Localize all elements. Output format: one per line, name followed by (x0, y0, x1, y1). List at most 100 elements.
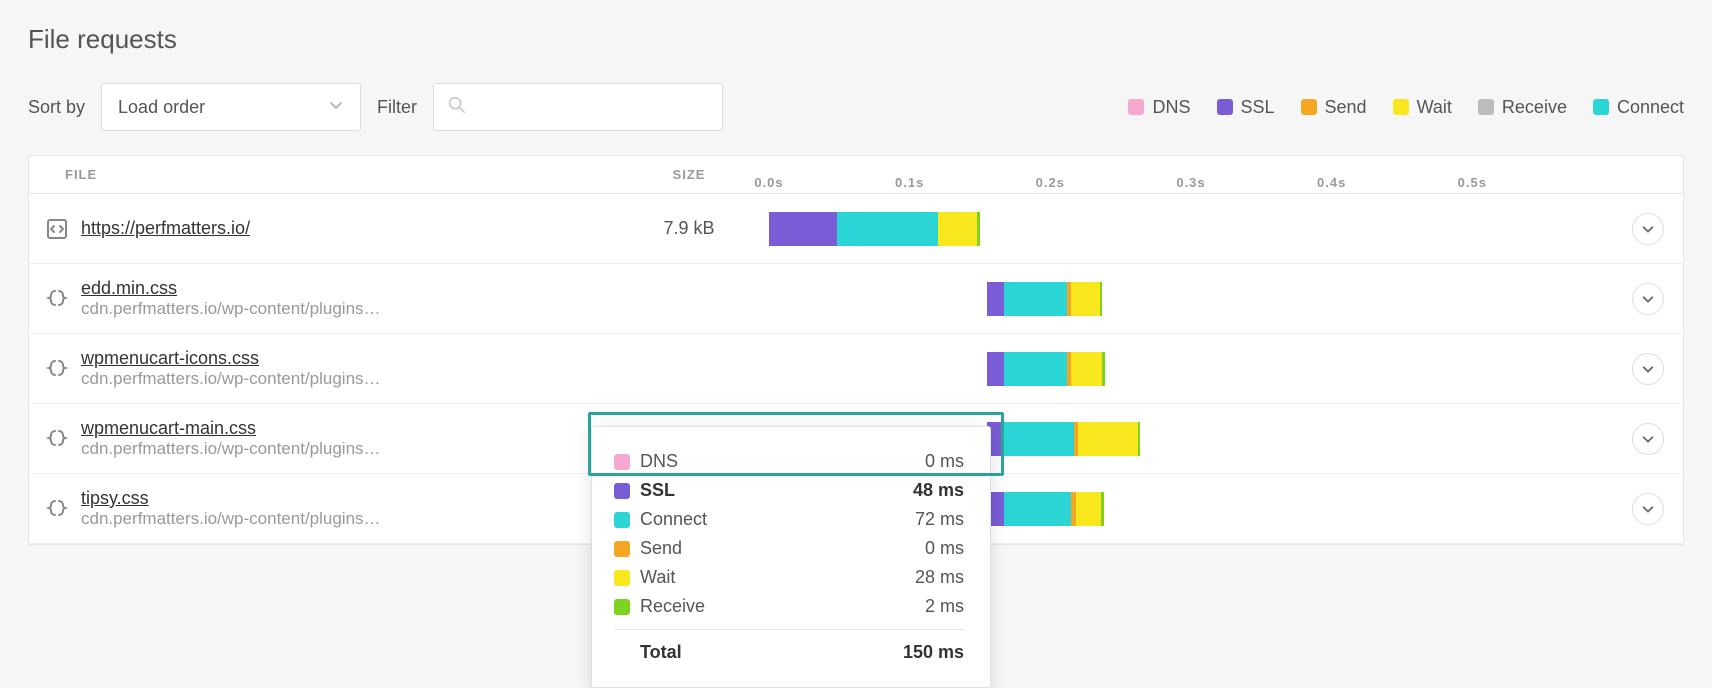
legend-label: DNS (1152, 97, 1190, 118)
tooltip-total-label: Total (640, 642, 682, 663)
column-header-size[interactable]: SIZE (609, 167, 769, 182)
expand-row-button[interactable] (1632, 493, 1664, 525)
legend-label: Receive (1502, 97, 1567, 118)
file-size: 7.9 kB (609, 218, 769, 239)
bar-segment-connect (1004, 422, 1074, 456)
legend-item-ssl[interactable]: SSL (1217, 97, 1275, 118)
bar-segment-connect (837, 212, 938, 246)
bar-segment-connect (1004, 282, 1067, 316)
bar-segment-receive_green (1101, 492, 1104, 526)
legend-label: SSL (1241, 97, 1275, 118)
table-row: edd.min.css cdn.perfmatters.io/wp-conten… (29, 264, 1683, 334)
swatch-connect (1593, 99, 1609, 115)
expand-row-button[interactable] (1632, 353, 1664, 385)
table-header: FILE SIZE 0.0s 0.1s 0.2s 0.3s 0.4s 0.5s (29, 156, 1683, 194)
bar-segment-wait (1071, 352, 1102, 386)
legend-item-connect[interactable]: Connect (1593, 97, 1684, 118)
swatch-connect (614, 512, 630, 528)
tooltip-total-row: Total 150 ms (614, 638, 964, 667)
file-name-link[interactable]: https://perfmatters.io/ (81, 218, 250, 239)
timeline-tick: 0.1s (895, 175, 924, 190)
bar-segment-receive_green (977, 212, 980, 246)
timeline-tick: 0.5s (1458, 175, 1487, 190)
column-header-file[interactable]: FILE (29, 167, 609, 182)
bar-segment-ssl (987, 282, 1004, 316)
swatch-send (1301, 99, 1317, 115)
tooltip-row-label: SSL (640, 480, 675, 501)
timeline-cell (769, 334, 1613, 403)
timing-bar[interactable] (987, 352, 1105, 386)
tooltip-row-connect: Connect 72 ms (614, 505, 964, 534)
requests-table: FILE SIZE 0.0s 0.1s 0.2s 0.3s 0.4s 0.5s https… (28, 155, 1684, 545)
tooltip-row-value: 28 ms (915, 567, 964, 588)
timeline-tick: 0.4s (1317, 175, 1346, 190)
filter-label: Filter (377, 97, 417, 118)
legend-label: Send (1325, 97, 1367, 118)
chevron-down-icon (328, 97, 344, 118)
timing-bar[interactable] (987, 422, 1140, 456)
bar-segment-wait (1071, 282, 1099, 316)
timing-legend: DNS SSL Send Wait Receive Connect (1128, 97, 1684, 118)
tooltip-row-value: 72 ms (915, 509, 964, 530)
swatch-wait (1393, 99, 1409, 115)
search-icon (446, 94, 468, 121)
file-path: cdn.perfmatters.io/wp-content/plugins… (81, 369, 381, 389)
legend-item-send[interactable]: Send (1301, 97, 1367, 118)
file-name-link[interactable]: wpmenucart-main.css (81, 418, 381, 439)
file-path: cdn.perfmatters.io/wp-content/plugins… (81, 439, 381, 459)
timeline-cell (769, 194, 1613, 263)
swatch-send (614, 541, 630, 557)
expand-row-button[interactable] (1632, 283, 1664, 315)
bar-segment-receive_green (1138, 422, 1141, 456)
controls-bar: Sort by Load order Filter DNS SSL Send Wait… (28, 83, 1684, 131)
page-title: File requests (28, 24, 1684, 55)
file-name-link[interactable]: wpmenucart-icons.css (81, 348, 381, 369)
sort-label: Sort by (28, 97, 85, 118)
timing-bar[interactable] (987, 492, 1104, 526)
bar-segment-wait (1076, 492, 1101, 526)
bar-segment-receive_green (1100, 282, 1103, 316)
timeline-tick: 0.0s (754, 175, 783, 190)
css-file-icon (45, 497, 69, 521)
filter-input[interactable] (476, 97, 710, 118)
bar-segment-receive_green (1102, 352, 1105, 386)
css-file-icon (45, 357, 69, 381)
tooltip-total-value: 150 ms (903, 642, 964, 663)
file-name-link[interactable]: tipsy.css (81, 488, 381, 509)
timeline-tick: 0.3s (1176, 175, 1205, 190)
tooltip-row-wait: Wait 28 ms (614, 563, 964, 592)
file-name-link[interactable]: edd.min.css (81, 278, 381, 299)
css-file-icon (45, 427, 69, 451)
bar-segment-ssl (987, 352, 1004, 386)
bar-segment-wait (1078, 422, 1137, 456)
legend-label: Wait (1417, 97, 1452, 118)
tooltip-row-dns: DNS0 ms (614, 447, 964, 476)
timing-bar[interactable] (769, 212, 980, 246)
swatch-ssl (1217, 99, 1233, 115)
tooltip-divider (614, 629, 964, 630)
swatch-receive (1478, 99, 1494, 115)
html-file-icon (45, 217, 69, 241)
sort-selected-value: Load order (118, 97, 205, 118)
timeline-tick: 0.2s (1036, 175, 1065, 190)
bar-segment-connect (1004, 492, 1072, 526)
legend-item-receive[interactable]: Receive (1478, 97, 1567, 118)
expand-row-button[interactable] (1632, 423, 1664, 455)
file-path: cdn.perfmatters.io/wp-content/plugins… (81, 509, 381, 529)
swatch-wait (614, 570, 630, 586)
legend-item-dns[interactable]: DNS (1128, 97, 1190, 118)
sort-select[interactable]: Load order (101, 83, 361, 131)
tooltip-row-label: Connect (640, 509, 707, 530)
bar-segment-connect (1004, 352, 1067, 386)
timing-bar[interactable] (987, 282, 1102, 316)
tooltip-row-label: Wait (640, 567, 675, 588)
filter-box[interactable] (433, 83, 723, 131)
tooltip-row-send: Send0 ms (614, 534, 964, 563)
legend-item-wait[interactable]: Wait (1393, 97, 1452, 118)
file-path: cdn.perfmatters.io/wp-content/plugins… (81, 299, 381, 319)
tooltip-row-value: 0 ms (925, 538, 964, 559)
table-row: wpmenucart-icons.css cdn.perfmatters.io/… (29, 334, 1683, 404)
tooltip-row-value: 0 ms (925, 451, 964, 472)
expand-row-button[interactable] (1632, 213, 1664, 245)
legend-label: Connect (1617, 97, 1684, 118)
